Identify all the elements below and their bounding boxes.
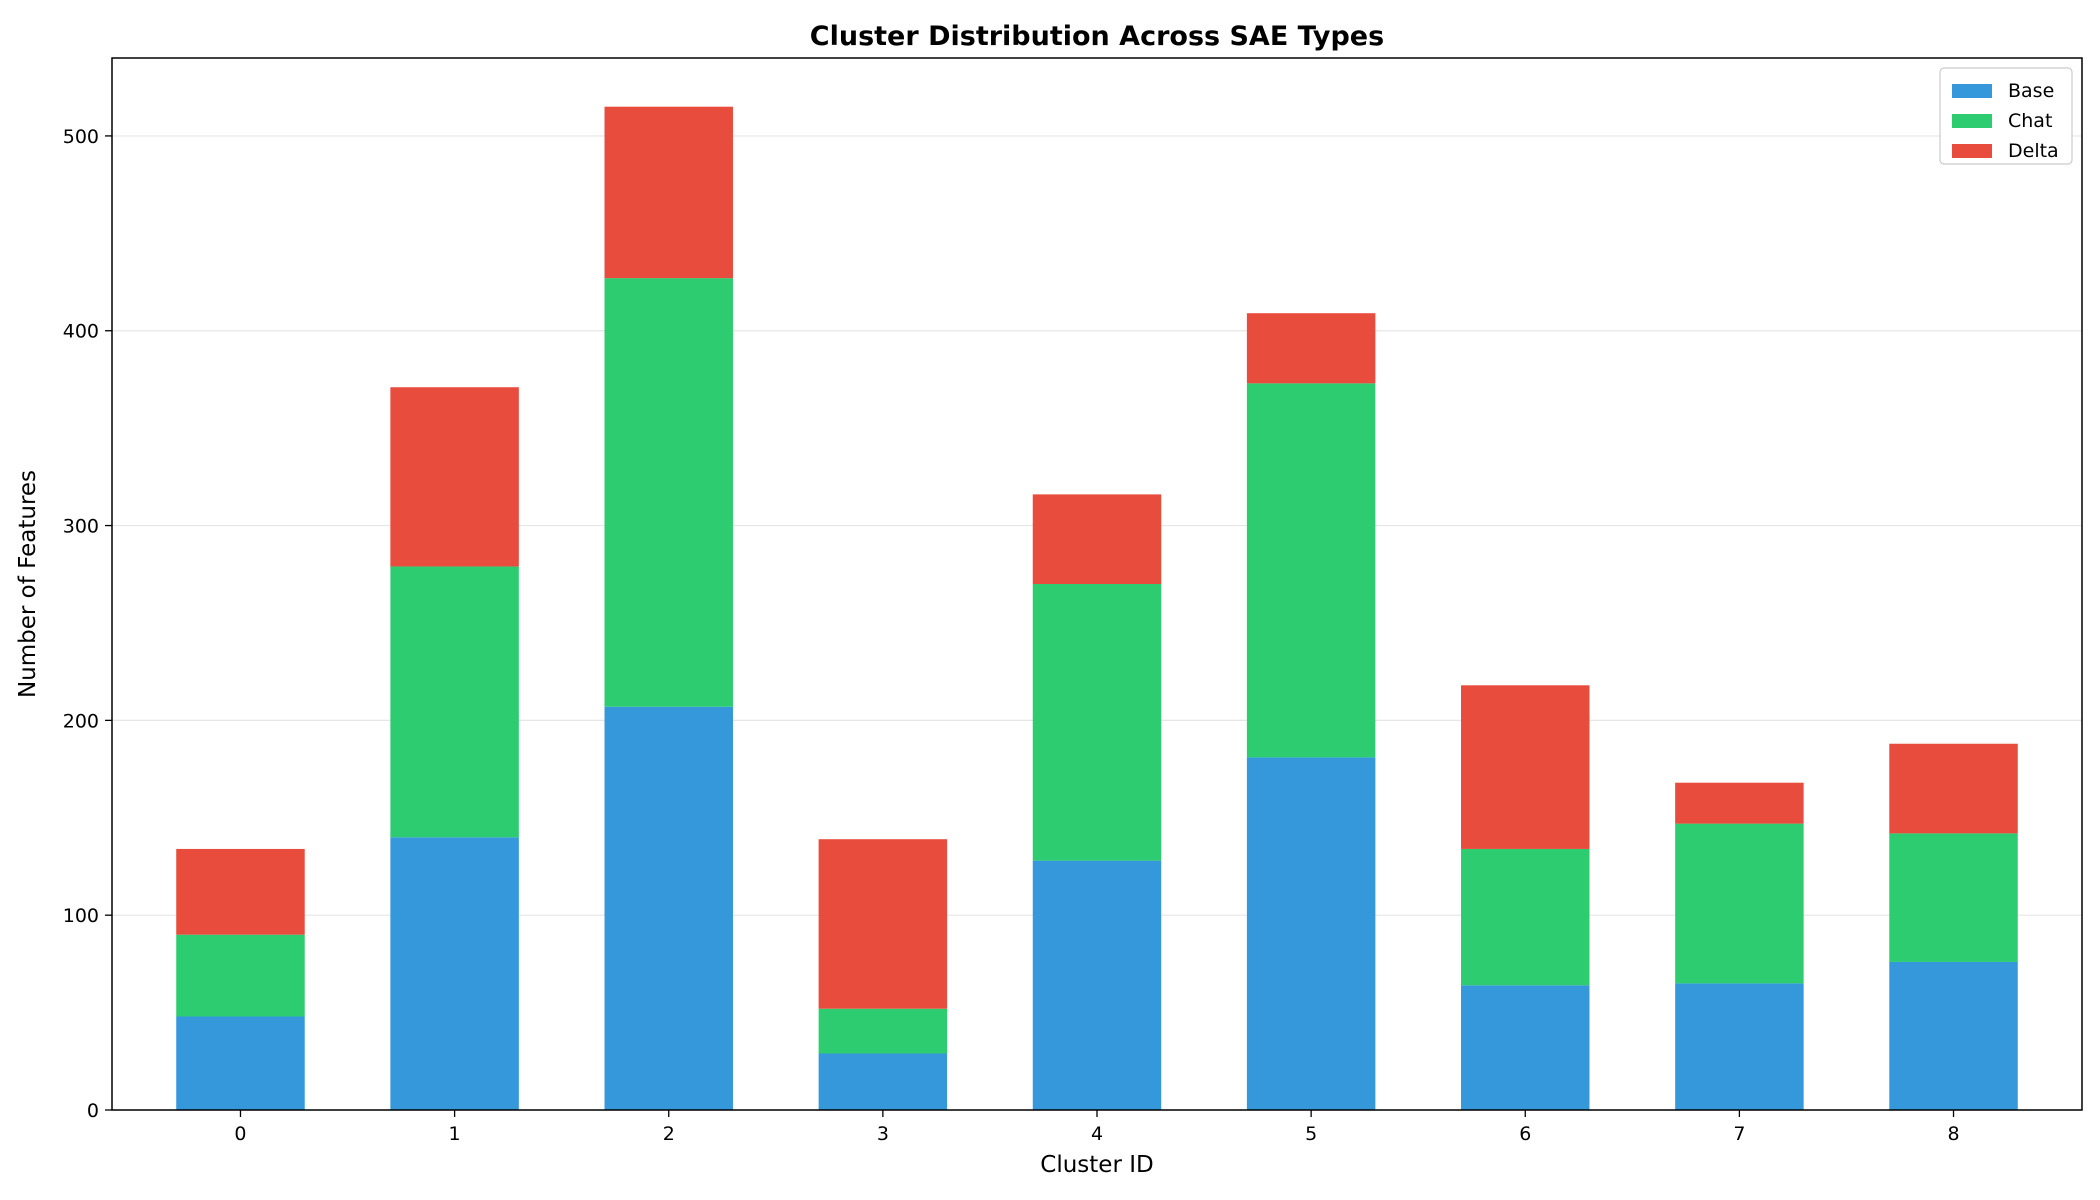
legend-swatch-chat xyxy=(1952,114,1992,128)
y-tick-label: 500 xyxy=(63,126,99,148)
x-tick-label: 2 xyxy=(663,1123,675,1145)
x-axis-label: Cluster ID xyxy=(1040,1152,1153,1178)
x-tick-label: 7 xyxy=(1733,1123,1745,1145)
bar-chat-cluster-5 xyxy=(1246,383,1376,758)
bar-delta-cluster-8 xyxy=(1889,743,2018,834)
bar-base-cluster-7 xyxy=(1675,983,1804,1110)
legend-label-delta: Delta xyxy=(2008,140,2059,162)
legend: Base Chat Delta xyxy=(1939,67,2073,165)
bar-base-cluster-5 xyxy=(1246,757,1376,1110)
bar-base-cluster-3 xyxy=(818,1053,948,1110)
bar-base-cluster-6 xyxy=(1461,985,1590,1110)
y-tick-label: 400 xyxy=(63,321,99,343)
bar-chat-cluster-4 xyxy=(1032,584,1162,861)
bar-delta-cluster-1 xyxy=(390,387,519,567)
x-tick-label: 1 xyxy=(449,1123,461,1145)
bar-delta-cluster-6 xyxy=(1461,685,1590,849)
x-tick-label: 0 xyxy=(234,1123,246,1145)
bar-delta-cluster-3 xyxy=(818,839,948,1009)
bar-chat-cluster-3 xyxy=(818,1008,948,1054)
chart-title: Cluster Distribution Across SAE Types xyxy=(810,21,1384,52)
bar-delta-cluster-0 xyxy=(176,848,305,935)
y-tick-label: 300 xyxy=(63,516,99,538)
legend-swatch-delta xyxy=(1952,144,1992,158)
bar-delta-cluster-7 xyxy=(1675,782,1804,824)
bar-chat-cluster-6 xyxy=(1461,848,1590,986)
legend-swatch-base xyxy=(1952,84,1992,98)
x-tick-label: 5 xyxy=(1305,1123,1317,1145)
legend-label-chat: Chat xyxy=(2008,110,2052,132)
x-tick-label: 8 xyxy=(1947,1123,1959,1145)
ticks-layer: 0 100 200 300 400 500 0 1 2 3 4 5 6 7 8 xyxy=(63,126,1960,1145)
bar-chat-cluster-0 xyxy=(176,934,305,1017)
bar-base-cluster-8 xyxy=(1889,961,2018,1110)
x-tick-label: 4 xyxy=(1091,1123,1103,1145)
bar-base-cluster-2 xyxy=(604,706,733,1110)
bar-delta-cluster-4 xyxy=(1032,494,1162,584)
y-axis-label: Number of Features xyxy=(15,470,41,698)
bar-chat-cluster-2 xyxy=(604,278,733,707)
bars-layer xyxy=(176,106,2018,1110)
bar-base-cluster-4 xyxy=(1032,860,1162,1110)
bar-chat-cluster-7 xyxy=(1675,823,1804,984)
y-tick-label: 0 xyxy=(87,1100,99,1122)
bar-chat-cluster-8 xyxy=(1889,833,2018,962)
legend-label-base: Base xyxy=(2008,80,2054,102)
bar-base-cluster-1 xyxy=(390,837,519,1110)
bar-base-cluster-0 xyxy=(176,1016,305,1110)
bar-delta-cluster-5 xyxy=(1246,313,1376,384)
bar-delta-cluster-2 xyxy=(604,106,733,279)
x-tick-label: 3 xyxy=(877,1123,889,1145)
bar-chat-cluster-1 xyxy=(390,566,519,838)
y-tick-label: 100 xyxy=(63,905,99,927)
x-tick-label: 6 xyxy=(1519,1123,1531,1145)
y-tick-label: 200 xyxy=(63,710,99,732)
